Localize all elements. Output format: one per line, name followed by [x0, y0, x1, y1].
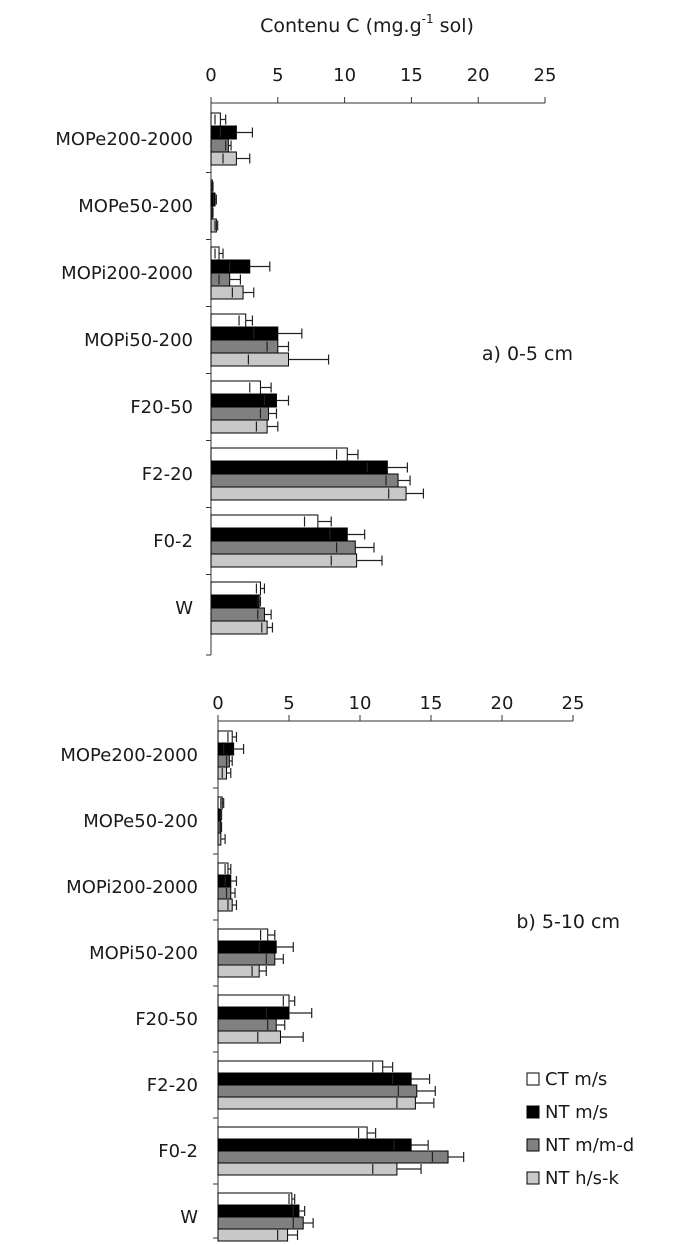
bar-nt-m-s — [217, 940, 277, 954]
category-label: MOPi50-200 — [84, 330, 193, 351]
category-label: MOPe50-200 — [83, 811, 198, 832]
bar-nt-m-s — [217, 1006, 290, 1020]
legend-label: NT h/s-k — [545, 1168, 620, 1189]
bar-nt-m-s — [210, 527, 348, 542]
legend-swatch — [526, 1105, 540, 1119]
bar-nt-h-s-k — [210, 352, 289, 367]
bar-nt-m-m-d — [217, 886, 232, 900]
x-tick-label: 10 — [333, 65, 356, 86]
panel-label: a) 0-5 cm — [482, 343, 573, 365]
legend-label: NT m/s — [545, 1102, 608, 1123]
bar-nt-h-s-k — [217, 1162, 398, 1176]
category-label: MOPi200-2000 — [66, 877, 198, 898]
bar-ct-m-s — [217, 862, 229, 876]
bar-nt-h-s-k — [210, 151, 237, 166]
chart-title: Contenu C (mg.g-1 sol) — [260, 12, 474, 37]
panel-b: 0 5 10 15 20 25 MOPe200-2000 MOPe50-200 MOPi200-… — [60, 693, 620, 1242]
legend-label: CT m/s — [545, 1069, 607, 1090]
bar-nt-m-m-d — [210, 406, 269, 421]
bar-nt-m-m-d — [210, 607, 265, 622]
bar-nt-h-s-k — [210, 419, 268, 434]
bar-nt-h-s-k — [210, 620, 268, 635]
bar-nt-h-s-k — [210, 285, 244, 300]
category-label: MOPi200-2000 — [61, 263, 193, 284]
bar-nt-m-m-d — [210, 339, 279, 354]
legend-item: NT m/s — [526, 1102, 608, 1123]
bar-nt-m-s — [210, 393, 277, 408]
bar-nt-m-s — [217, 1072, 412, 1086]
bar-ct-m-s — [217, 1060, 384, 1074]
x-tick-label: 0 — [212, 693, 223, 714]
bar-ct-m-s — [217, 1126, 368, 1140]
bar-nt-h-s-k — [217, 1030, 281, 1044]
bar-nt-m-s — [210, 460, 388, 475]
bar-ct-m-s — [210, 514, 319, 529]
bar-nt-m-s — [217, 874, 232, 888]
bar-nt-m-s — [217, 742, 235, 756]
bar-ct-m-s — [210, 313, 247, 328]
category-label: F2-20 — [147, 1075, 198, 1096]
x-tick-label: 5 — [283, 693, 294, 714]
x-tick-label: 20 — [467, 65, 490, 86]
legend-swatch — [526, 1171, 540, 1185]
legend-label: NT m/m-d — [545, 1135, 634, 1156]
category-label: MOPe50-200 — [78, 196, 193, 217]
category-label: W — [180, 1207, 198, 1228]
bar-nt-h-s-k — [217, 964, 260, 978]
bar-nt-m-s — [217, 1204, 300, 1218]
category-label: F0-2 — [153, 531, 193, 552]
category-label: F0-2 — [158, 1141, 198, 1162]
bar-ct-m-s — [210, 447, 348, 462]
category-label: MOPi50-200 — [89, 943, 198, 964]
x-tick-label: 10 — [349, 693, 372, 714]
category-label: F20-50 — [135, 1009, 198, 1030]
bar-nt-m-m-d — [210, 540, 356, 555]
bar-ct-m-s — [217, 730, 233, 744]
category-label: F2-20 — [142, 464, 193, 485]
bar-ct-m-s — [210, 380, 261, 395]
bar-nt-m-s — [210, 192, 216, 207]
bar-nt-m-m-d — [210, 473, 399, 488]
legend-item: NT m/m-d — [526, 1135, 634, 1156]
x-tick-label: 15 — [420, 693, 443, 714]
bar-ct-m-s — [210, 581, 261, 596]
bar-nt-m-s — [217, 1138, 412, 1152]
bar-nt-m-m-d — [217, 1084, 418, 1098]
bar-ct-m-s — [217, 796, 223, 810]
bar-nt-m-s — [210, 594, 260, 609]
x-tick-label: 25 — [534, 65, 557, 86]
bar-ct-m-s — [210, 112, 221, 127]
bar-nt-m-s — [210, 326, 279, 341]
x-tick-label: 5 — [272, 65, 283, 86]
legend-swatch — [526, 1138, 540, 1152]
category-label: MOPe200-2000 — [60, 745, 198, 766]
bar-nt-m-s — [210, 259, 251, 274]
bar-nt-h-s-k — [217, 898, 233, 912]
bar-nt-m-m-d — [217, 754, 230, 768]
bar-nt-m-s — [210, 125, 237, 140]
bar-nt-m-m-d — [217, 1216, 304, 1230]
bar-ct-m-s — [217, 994, 290, 1008]
category-label: W — [175, 598, 193, 619]
x-tick-label: 0 — [205, 65, 216, 86]
bar-nt-m-m-d — [210, 272, 231, 287]
category-label: F20-50 — [130, 397, 193, 418]
bar-ct-m-s — [217, 1192, 293, 1206]
panel-label: b) 5-10 cm — [516, 911, 620, 933]
x-tick-label: 20 — [491, 693, 514, 714]
bar-nt-h-s-k — [210, 486, 407, 501]
bar-nt-h-s-k — [217, 1096, 416, 1110]
bar-nt-h-s-k — [210, 553, 358, 568]
legend-item: NT h/s-k — [526, 1168, 620, 1189]
legend-swatch — [526, 1072, 540, 1086]
x-tick-label: 15 — [400, 65, 423, 86]
category-label: MOPe200-2000 — [55, 129, 193, 150]
bar-nt-m-m-d — [217, 1150, 449, 1164]
panel-a: 0 5 10 15 20 25 MOPe200-2000 MOPe50-200 MOPi200-… — [55, 65, 573, 656]
x-tick-label: 25 — [562, 693, 585, 714]
legend-item: CT m/s — [526, 1069, 607, 1090]
